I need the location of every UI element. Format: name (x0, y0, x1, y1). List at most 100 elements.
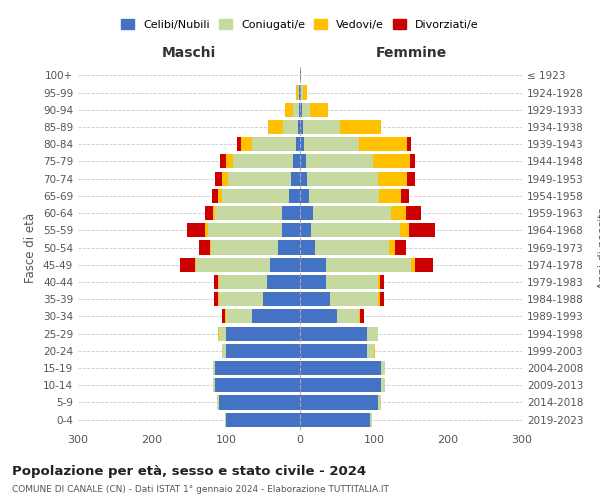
Bar (300, 378, 382, 392)
Bar (367, 326, 378, 340)
Bar (379, 189, 401, 203)
Bar (281, 223, 300, 238)
Bar (299, 86, 300, 100)
Text: Maschi: Maschi (162, 46, 216, 60)
Bar (300, 154, 306, 168)
Bar (406, 206, 421, 220)
Bar (291, 172, 300, 185)
Legend: Celibi/Nubili, Coniugati/e, Vedovi/e, Divorziati/e: Celibi/Nubili, Coniugati/e, Vedovi/e, Di… (118, 16, 482, 34)
Bar (210, 240, 211, 254)
Bar (299, 102, 300, 117)
Bar (370, 412, 372, 426)
Bar (380, 292, 383, 306)
Bar (221, 310, 225, 324)
Bar (289, 189, 300, 203)
Bar (268, 120, 283, 134)
Bar (411, 258, 415, 272)
Bar (225, 310, 226, 324)
Bar (329, 292, 378, 306)
Bar (300, 240, 315, 254)
Bar (237, 137, 241, 152)
Bar (300, 137, 304, 152)
Bar (326, 258, 411, 272)
Bar (211, 240, 278, 254)
Bar (215, 361, 300, 375)
Bar (373, 154, 410, 168)
Bar (303, 86, 307, 100)
Bar (252, 137, 296, 152)
Bar (214, 361, 215, 375)
Bar (226, 154, 233, 168)
Bar (222, 189, 289, 203)
Bar (224, 412, 226, 426)
Bar (300, 326, 367, 340)
Bar (382, 378, 385, 392)
Bar (180, 258, 195, 272)
Bar (310, 102, 328, 117)
Bar (220, 154, 226, 168)
Bar (378, 396, 382, 409)
Bar (309, 189, 379, 203)
Bar (214, 275, 218, 289)
Bar (205, 223, 208, 238)
Bar (395, 240, 406, 254)
Bar (313, 206, 391, 220)
Bar (300, 206, 313, 220)
Bar (296, 137, 300, 152)
Bar (300, 68, 301, 82)
Bar (296, 86, 298, 100)
Bar (226, 344, 300, 358)
Bar (281, 206, 300, 220)
Bar (199, 240, 210, 254)
Bar (300, 310, 337, 324)
Bar (217, 396, 218, 409)
Bar (301, 86, 303, 100)
Bar (266, 275, 300, 289)
Bar (401, 189, 409, 203)
Bar (214, 292, 218, 306)
Bar (228, 172, 291, 185)
Bar (307, 172, 378, 185)
Bar (187, 223, 205, 238)
Bar (222, 172, 228, 185)
Bar (367, 344, 374, 358)
Bar (326, 275, 378, 289)
Bar (340, 120, 380, 134)
Bar (389, 240, 395, 254)
Text: Popolazione per età, sesso e stato civile - 2024: Popolazione per età, sesso e stato civil… (12, 465, 366, 478)
Bar (378, 292, 380, 306)
Bar (218, 275, 266, 289)
Bar (400, 223, 409, 238)
Bar (302, 102, 310, 117)
Bar (300, 396, 378, 409)
Bar (380, 275, 383, 289)
Bar (378, 172, 407, 185)
Bar (226, 310, 252, 324)
Bar (300, 275, 326, 289)
Bar (410, 154, 415, 168)
Bar (205, 206, 212, 220)
Bar (300, 258, 326, 272)
Text: COMUNE DI CANALE (CN) - Dati ISTAT 1° gennaio 2024 - Elaborazione TUTTITALIA.IT: COMUNE DI CANALE (CN) - Dati ISTAT 1° ge… (12, 485, 389, 494)
Bar (218, 189, 222, 203)
Bar (300, 361, 382, 375)
Bar (218, 292, 263, 306)
Bar (304, 137, 359, 152)
Bar (223, 344, 226, 358)
Bar (359, 310, 360, 324)
Bar (300, 412, 370, 426)
Bar (378, 275, 380, 289)
Bar (300, 86, 301, 100)
Bar (360, 310, 364, 324)
Bar (208, 223, 281, 238)
Bar (293, 154, 300, 168)
Bar (382, 361, 385, 375)
Bar (226, 412, 300, 426)
Bar (409, 223, 434, 238)
Bar (391, 206, 406, 220)
Bar (315, 240, 389, 254)
Bar (300, 292, 329, 306)
Bar (195, 258, 196, 272)
Bar (241, 137, 252, 152)
Bar (215, 206, 281, 220)
